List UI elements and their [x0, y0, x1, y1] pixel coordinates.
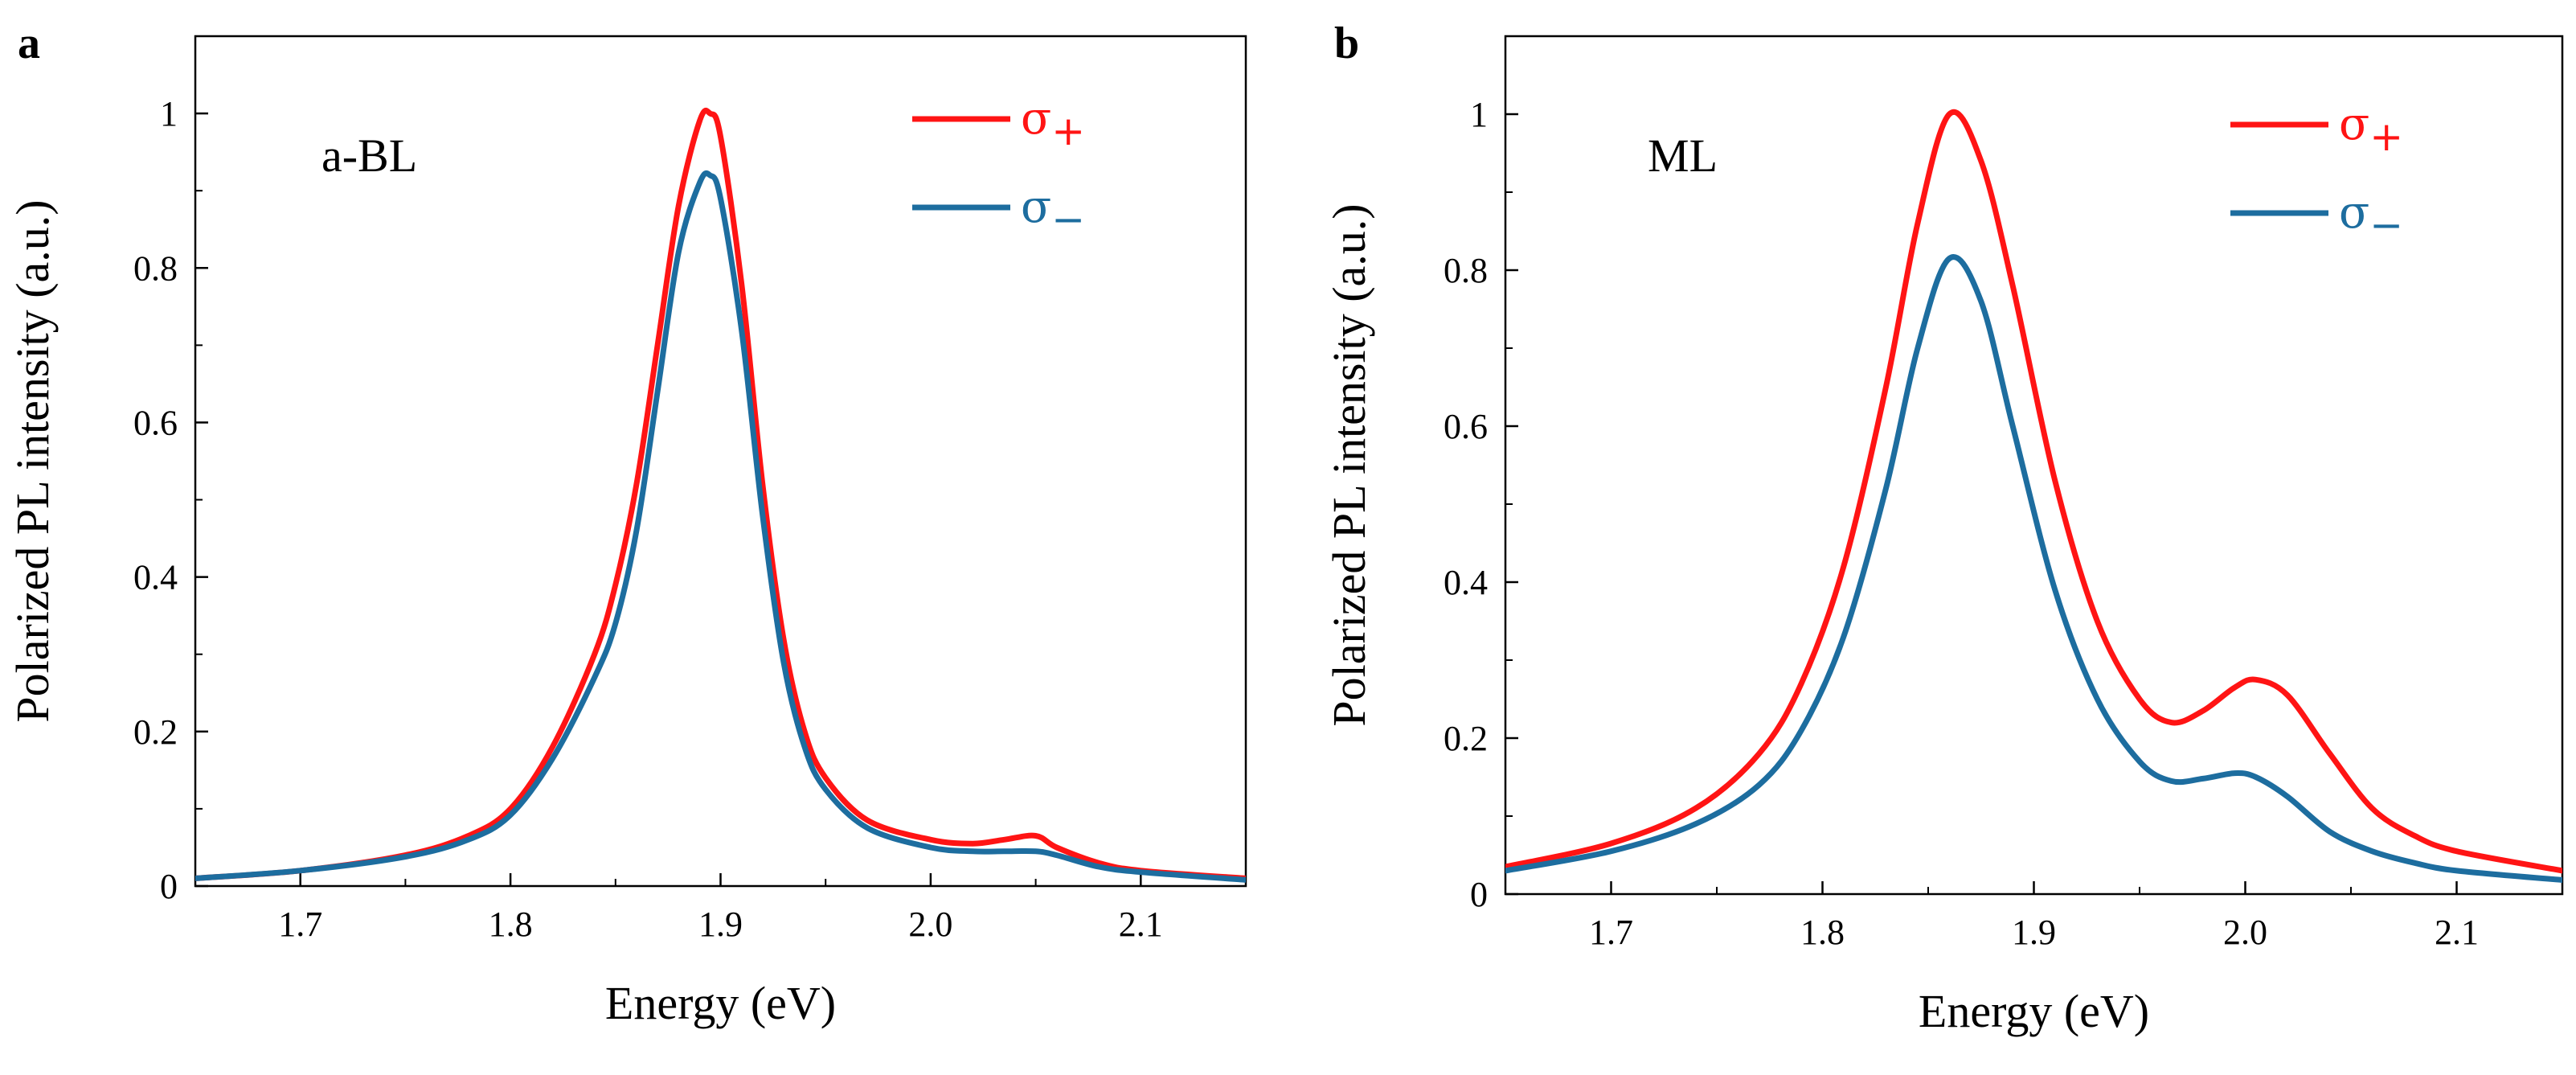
panel-letter-a: a	[18, 18, 40, 68]
y-tick-label: 1	[160, 94, 178, 133]
y-tick-label: 0.4	[133, 558, 178, 597]
legend-symbol: σ	[2339, 187, 2369, 239]
x-axis-title: Energy (eV)	[605, 977, 836, 1029]
legend-symbol: σ	[1021, 92, 1051, 145]
y-tick-label: 1	[1470, 95, 1488, 134]
x-tick-label: 1.9	[2012, 913, 2056, 952]
y-tick-label: 0.4	[1444, 563, 1488, 602]
y-tick-label: 0.8	[1444, 251, 1488, 290]
series-line-sigma-plus	[1505, 109, 2562, 874]
series-line-sigma-minus	[195, 170, 1246, 883]
y-axis-title: Polarized PL intensity (a.u.)	[6, 199, 59, 722]
x-tick-label: 2.1	[1119, 905, 1163, 944]
y-tick-label: 0	[160, 867, 178, 906]
y-tick-label: 0.6	[133, 403, 178, 442]
legend-subscript: +	[1051, 108, 1085, 154]
x-tick-label: 2.1	[2435, 913, 2479, 952]
y-axis-title: Polarized PL intensity (a.u.)	[1323, 203, 1375, 726]
x-tick-label: 1.8	[489, 905, 533, 944]
panel-a: a 1.7 1.8 1.9 2.0 2.1 0 0.2 0.4 0.6 0.8 1 Energy (e…	[6, 18, 1247, 1029]
legend-subscript: +	[2369, 113, 2403, 160]
legend-label: σ−	[1021, 181, 1085, 243]
sample-label: a-BL	[321, 129, 417, 182]
x-tick-label: 2.0	[908, 905, 952, 944]
series-line-sigma-minus	[1505, 254, 2562, 883]
x-tick-label: 1.7	[1589, 913, 1633, 952]
legend-subscript: −	[1051, 196, 1085, 243]
y-tick-label: 0	[1470, 875, 1488, 914]
x-tick-label: 2.0	[2223, 913, 2267, 952]
x-axis-title: Energy (eV)	[1919, 985, 2149, 1037]
series-line-sigma-plus	[195, 108, 1246, 881]
y-tick-label: 0.6	[1444, 407, 1488, 446]
x-tick-label: 1.8	[1800, 913, 1845, 952]
legend-subscript: −	[2369, 202, 2403, 248]
legend-label: σ+	[2339, 98, 2403, 160]
panel-b: b 1.7 1.8 1.9 2.0 2.1 0 0.2 0.4 0.6 0.8 1 Energy (e…	[1323, 18, 2564, 1037]
sample-label: ML	[1648, 129, 1718, 182]
y-tick-label: 0.8	[133, 248, 178, 288]
panel-letter-b: b	[1334, 18, 1359, 68]
y-tick-label: 0.2	[1444, 719, 1488, 758]
x-tick-label: 1.9	[698, 905, 743, 944]
legend-label: σ+	[1021, 92, 1085, 154]
legend-symbol: σ	[2339, 98, 2369, 150]
y-tick-label: 0.2	[133, 712, 178, 752]
legend-label: σ−	[2339, 187, 2403, 248]
legend-symbol: σ	[1021, 181, 1051, 233]
x-tick-label: 1.7	[278, 905, 322, 944]
